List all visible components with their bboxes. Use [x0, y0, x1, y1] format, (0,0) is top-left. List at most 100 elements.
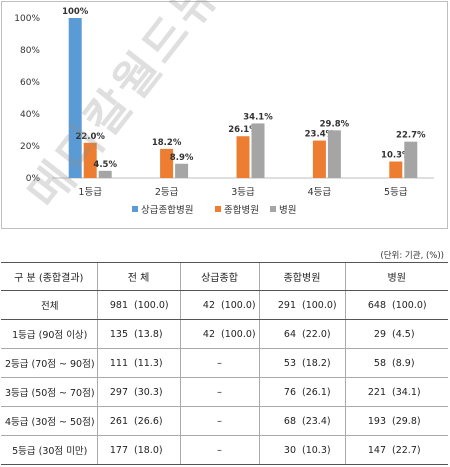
- row-label: 5등급 (30점 미만): [1, 435, 97, 465]
- table-row: 5등급 (30점 미만) 177 (18.0) –30 (10.3) 147 (22.7): [1, 435, 448, 465]
- category-label: 2등급: [155, 187, 179, 198]
- hospital-grade-table: 구 분 (종합결과) 전 체 상급종합 종합병원 병원 전체 981 (100.0)…: [1, 262, 448, 465]
- y-tick-label: 0%: [26, 174, 41, 184]
- cell-dash: –: [179, 435, 259, 465]
- data-label: 18.2%: [152, 138, 182, 148]
- cell-count: 68: [258, 406, 300, 436]
- row-label: 4등급 (30점 ~ 50점): [1, 406, 97, 436]
- bar-3-1: [98, 170, 112, 178]
- bar-2-3: [236, 136, 250, 178]
- data-label: 23.4%: [305, 130, 335, 140]
- cell-count: 261: [96, 406, 132, 436]
- table-row: 3등급 (50점 ~ 70점) 297 (30.3) –76 (26.1) 221 (34.…: [1, 377, 448, 407]
- cell-count: 42: [179, 290, 219, 320]
- legend-swatch: [132, 206, 138, 212]
- category-label: 3등급: [231, 187, 255, 198]
- bar-3-4: [327, 130, 341, 178]
- cell-count: 58: [344, 348, 390, 378]
- cell-count: 221: [344, 377, 390, 407]
- cell-count: 648: [344, 290, 390, 320]
- bar-2-5: [389, 161, 403, 178]
- header-hospital: 병원: [344, 262, 448, 291]
- data-label: 29.8%: [320, 119, 350, 129]
- cell-count: 147: [344, 435, 390, 465]
- bar-1-1: [68, 18, 82, 178]
- data-label: 8.9%: [170, 153, 194, 163]
- cell-percent: (34.1): [390, 377, 448, 407]
- cell-count: 193: [344, 406, 390, 436]
- cell-count: 177: [96, 435, 132, 465]
- cell-count: 53: [258, 348, 300, 378]
- legend-label: 병원: [279, 205, 296, 216]
- data-label: 34.1%: [243, 112, 273, 122]
- bar-3-2: [175, 163, 189, 178]
- data-label: 10.3%: [381, 151, 411, 161]
- legend-swatch: [215, 206, 221, 212]
- cell-dash: –: [179, 406, 259, 436]
- unit-note: (단위: 기관, (%)): [380, 251, 444, 261]
- y-tick-label: 100%: [14, 14, 40, 24]
- bar-3-3: [251, 123, 265, 178]
- cell-count: 42: [179, 319, 219, 349]
- y-tick-label: 80%: [20, 46, 40, 56]
- cell-percent: (18.0): [132, 435, 180, 465]
- cell-percent: (100.0): [219, 290, 259, 320]
- cell-percent: (26.1): [300, 377, 345, 407]
- bar-2-2: [160, 148, 174, 178]
- y-tick-label: 60%: [20, 78, 40, 88]
- cell-percent: (100.0): [132, 290, 180, 320]
- category-label: 5등급: [384, 187, 408, 198]
- table-row: 전체 981 (100.0) 42 (100.0) 291 (100.0) 648 (100.0…: [1, 290, 448, 320]
- chart-panel: 0% 20% 40% 60% 80% 100% 100% 22.0% 4.5% 1등급 18.2% 8…: [1, 1, 448, 229]
- data-label: 22.0%: [75, 132, 105, 142]
- legend-label: 종합병원: [224, 205, 259, 216]
- table-row: 1등급 (90점 이상) 135 (13.8) 42 (100.0) 64 (22.0) 29…: [1, 319, 448, 349]
- header-total: 전 체: [96, 262, 180, 291]
- cell-dash: –: [179, 377, 259, 407]
- data-label: 4.5%: [93, 160, 117, 170]
- cell-percent: (23.4): [300, 406, 345, 436]
- cell-percent: (8.9): [390, 348, 448, 378]
- table-header-row: 구 분 (종합결과) 전 체 상급종합 종합병원 병원: [1, 262, 448, 291]
- cell-percent: (30.3): [132, 377, 180, 407]
- cell-percent: (100.0): [390, 290, 448, 320]
- row-label: 2등급 (70점 ~ 90점): [1, 348, 97, 378]
- table-row: 4등급 (30점 ~ 50점) 261 (26.6) –68 (23.4) 193 (29.…: [1, 406, 448, 436]
- cell-percent: (22.7): [390, 435, 448, 465]
- table-row: 2등급 (70점 ~ 90점) 111 (11.3) –53 (18.2) 58 (8.9): [1, 348, 448, 378]
- legend-swatch: [270, 206, 276, 212]
- cell-count: 111: [96, 348, 132, 378]
- row-label: 3등급 (50점 ~ 70점): [1, 377, 97, 407]
- row-label: 1등급 (90점 이상): [1, 319, 97, 349]
- data-label: 22.7%: [396, 131, 426, 141]
- cell-count: 135: [96, 319, 132, 349]
- cell-percent: (22.0): [300, 319, 345, 349]
- cell-count: 291: [258, 290, 300, 320]
- data-label: 26.1%: [228, 125, 258, 135]
- cell-count: 64: [258, 319, 300, 349]
- cell-percent: (100.0): [300, 290, 345, 320]
- legend-label: 상급종합병원: [141, 205, 193, 216]
- data-label: 100%: [62, 7, 89, 17]
- cell-percent: (4.5): [390, 319, 448, 349]
- bar-2-4: [312, 140, 326, 178]
- cell-count: 297: [96, 377, 132, 407]
- cell-count: 29: [344, 319, 390, 349]
- cell-dash: –: [179, 348, 259, 378]
- cell-percent: (29.8): [390, 406, 448, 436]
- y-tick-label: 40%: [20, 110, 40, 120]
- cell-percent: (13.8): [132, 319, 180, 349]
- cell-percent: (10.3): [300, 435, 345, 465]
- cell-percent: (11.3): [132, 348, 180, 378]
- category-label: 1등급: [78, 187, 102, 198]
- row-label: 전체: [1, 290, 97, 320]
- bar-2-1: [83, 142, 97, 178]
- cell-percent: (100.0): [219, 319, 259, 349]
- cell-count: 76: [258, 377, 300, 407]
- cell-percent: (26.6): [132, 406, 180, 436]
- header-category: 구 분 (종합결과): [1, 262, 97, 291]
- bar-chart: 0% 20% 40% 60% 80% 100% 100% 22.0% 4.5% 1등급 18.2% 8…: [14, 7, 434, 216]
- cell-count: 981: [96, 290, 132, 320]
- header-general: 종합병원: [258, 262, 345, 291]
- cell-percent: (18.2): [300, 348, 345, 378]
